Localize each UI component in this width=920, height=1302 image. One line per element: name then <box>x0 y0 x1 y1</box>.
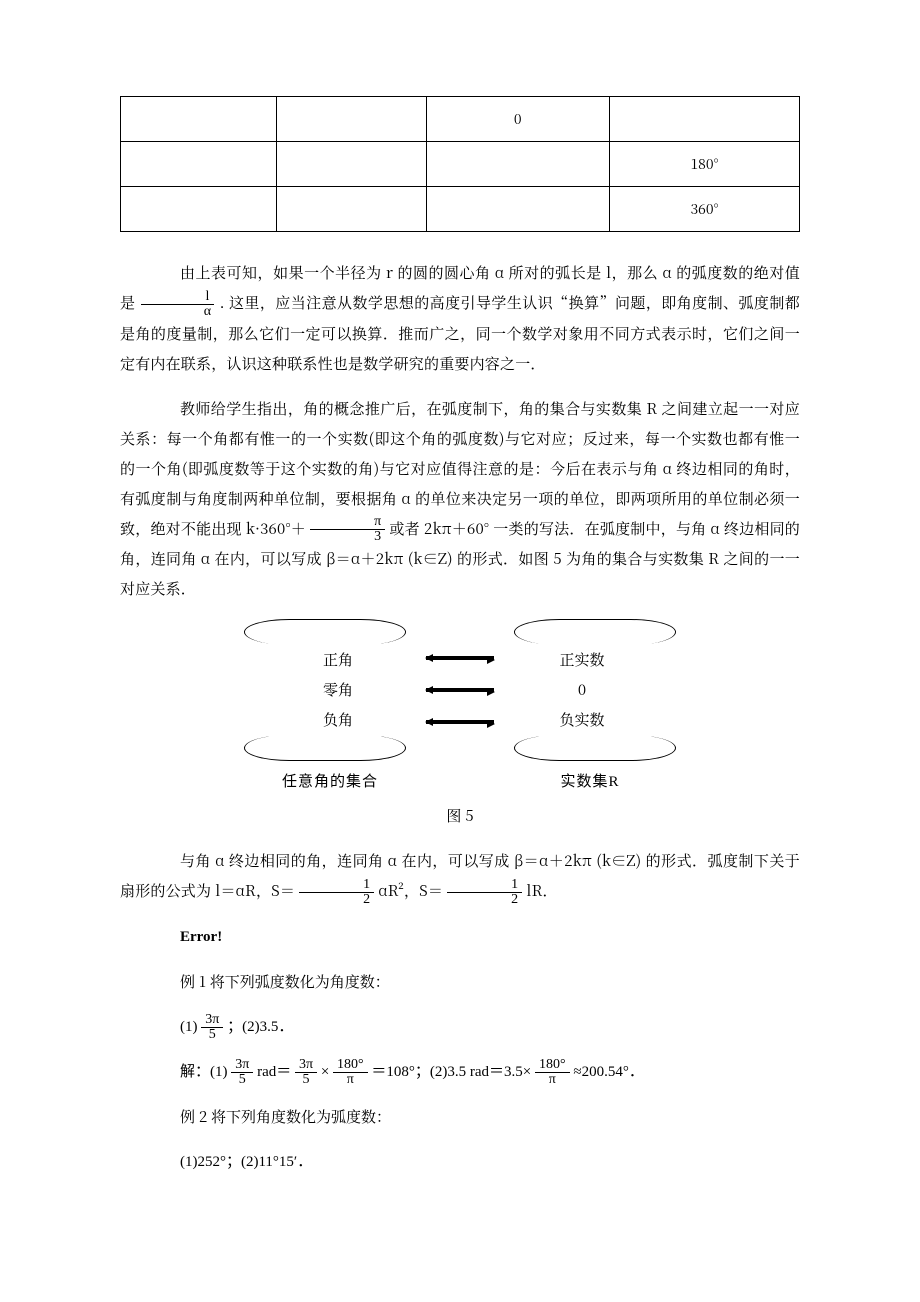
text: ；(2)3.5． <box>227 1019 293 1035</box>
table-cell <box>277 187 426 232</box>
table-cell <box>426 142 609 187</box>
numerator: 180° <box>333 1058 368 1073</box>
fraction: π3 <box>310 515 385 544</box>
denominator: 5 <box>235 1073 250 1087</box>
table-cell: 0 <box>426 97 609 142</box>
numerator: 1 <box>299 878 374 893</box>
example-2-question: (1)252°；(2)11°15′． <box>180 1147 800 1177</box>
numerator: 3π <box>231 1058 253 1073</box>
table-cell: 360° <box>609 187 799 232</box>
numerator: 1 <box>447 878 522 893</box>
fraction: 12 <box>447 878 522 907</box>
arrow-icon <box>426 722 494 724</box>
figure-5: 正角 零角 负角 正实数 0 负实数 任意角的集合 实数集R <box>120 619 800 831</box>
oval-bottom <box>244 735 406 761</box>
fraction: 3π5 <box>201 1013 223 1042</box>
paragraph-3: 与角 α 终边相同的角，连同角 α 在内，可以写成 β＝α＋2kπ (k∈Z) … <box>120 846 800 907</box>
denominator: 2 <box>299 893 374 907</box>
fig-right-1: 0 <box>546 675 618 705</box>
oval-bottom <box>514 735 676 761</box>
denominator: 5 <box>299 1073 314 1087</box>
example-2-title: 例 2 将下列角度数化为弧度数： <box>180 1102 800 1132</box>
table-cell <box>121 97 277 142</box>
numerator: 180° <box>535 1058 570 1073</box>
fig-label-left: 任意角的集合 <box>250 767 410 797</box>
figure-caption: 图 5 <box>120 801 800 831</box>
fig-right-0: 正实数 <box>546 645 618 675</box>
text: ≈200.54°． <box>573 1064 643 1080</box>
fraction: 12 <box>299 878 374 907</box>
fraction: 180°π <box>333 1058 368 1087</box>
table-cell <box>277 142 426 187</box>
denominator: π <box>545 1073 560 1087</box>
fraction: 3π5 <box>295 1058 317 1087</box>
arrow-icon <box>426 690 494 692</box>
fig-left-1: 零角 <box>302 675 374 705</box>
fig-left-0: 正角 <box>302 645 374 675</box>
paragraph-1: 由上表可知，如果一个半径为 r 的圆的圆心角 α 所对的弧长是 l，那么 α 的… <box>120 258 800 379</box>
denominator: 3 <box>310 530 385 544</box>
numerator: l <box>141 290 213 305</box>
text: × <box>321 1064 329 1080</box>
denominator: α <box>140 305 216 319</box>
numerator: 3π <box>295 1058 317 1073</box>
denominator: 5 <box>205 1028 220 1042</box>
arrow-icon <box>426 658 494 660</box>
example-1-question: (1) 3π5 ；(2)3.5． <box>180 1012 800 1042</box>
example-1-title: 例 1 将下列弧度数化为角度数： <box>180 967 800 997</box>
table-cell: 180° <box>609 142 799 187</box>
fraction: lα <box>140 290 216 319</box>
text: rad＝ <box>257 1064 291 1080</box>
text: 解：(1) <box>180 1064 228 1080</box>
text: . 这里，应当注意从数学思想的高度引导学生认识“换算”问题，即角度制、弧度制都是… <box>120 292 800 374</box>
text: αR²，S＝ <box>378 880 443 901</box>
table-cell <box>277 97 426 142</box>
denominator: π <box>343 1073 358 1087</box>
text: lR． <box>526 880 557 901</box>
denominator: 2 <box>447 893 522 907</box>
example-1-solution: 解：(1) 3π5 rad＝ 3π5 × 180°π ＝108°；(2)3.5 … <box>180 1057 800 1087</box>
oval-top <box>514 619 676 645</box>
table-cell <box>609 97 799 142</box>
fig-label-right: 实数集R <box>510 767 670 797</box>
text: (1) <box>180 1019 198 1035</box>
fig-right-2: 负实数 <box>546 705 618 735</box>
numerator: π <box>310 515 385 530</box>
data-table: 0 180° 360° <box>120 96 800 232</box>
text: ＝108°；(2)3.5 rad＝3.5× <box>371 1064 531 1080</box>
table-cell <box>121 142 277 187</box>
paragraph-2: 教师给学生指出，角的概念推广后，在弧度制下，角的集合与实数集 R 之间建立起一一… <box>120 394 800 605</box>
table-cell <box>426 187 609 232</box>
table-cell <box>121 187 277 232</box>
error-text: Error! <box>180 922 800 952</box>
fig-left-2: 负角 <box>302 705 374 735</box>
numerator: 3π <box>201 1013 223 1028</box>
fraction: 180°π <box>535 1058 570 1087</box>
oval-top <box>244 619 406 645</box>
fraction: 3π5 <box>231 1058 253 1087</box>
